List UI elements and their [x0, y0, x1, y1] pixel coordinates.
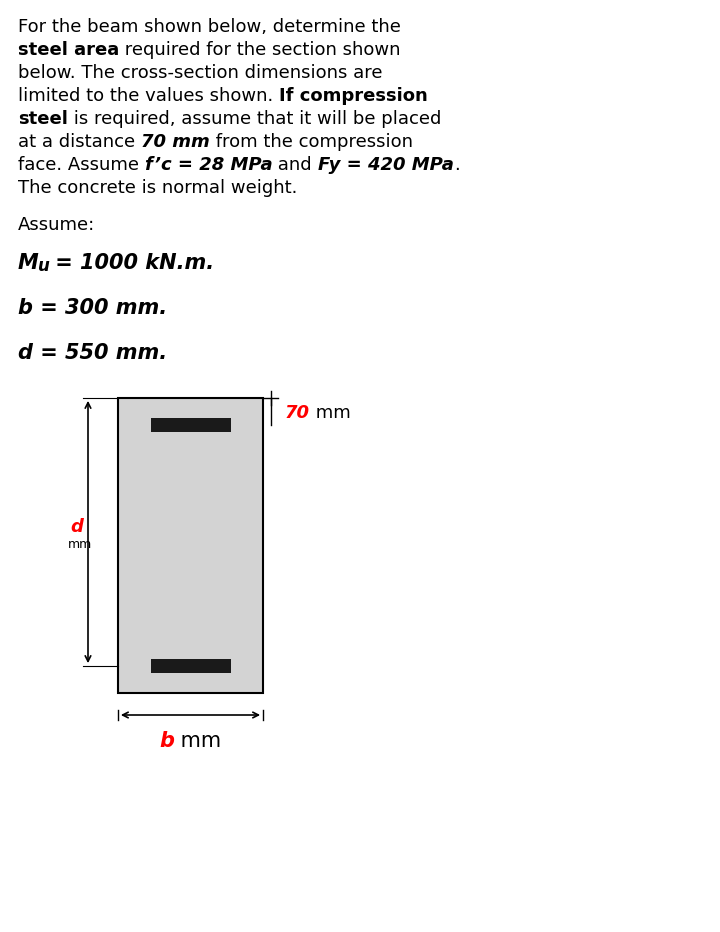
- Text: b = 300 mm.: b = 300 mm.: [18, 298, 167, 318]
- Text: Fy = 420 MPa: Fy = 420 MPa: [318, 156, 454, 174]
- Text: d = 550 mm.: d = 550 mm.: [18, 343, 167, 363]
- Text: f’c = 28 MPa: f’c = 28 MPa: [145, 156, 272, 174]
- Bar: [150, 659, 230, 673]
- Text: M: M: [18, 253, 39, 273]
- Text: 70: 70: [285, 404, 310, 422]
- Text: steel: steel: [18, 110, 68, 128]
- Text: from the compression: from the compression: [210, 133, 413, 151]
- Text: The concrete is normal weight.: The concrete is normal weight.: [18, 179, 297, 197]
- Bar: [118, 398, 263, 693]
- Text: mm: mm: [310, 404, 351, 422]
- Text: steel area: steel area: [18, 41, 120, 59]
- Text: at a distance: at a distance: [18, 133, 141, 151]
- Text: b: b: [159, 731, 174, 751]
- Text: .: .: [454, 156, 459, 174]
- Text: 70 mm: 70 mm: [141, 133, 210, 151]
- Text: Assume:: Assume:: [18, 216, 95, 234]
- Text: and: and: [272, 156, 318, 174]
- Text: For the beam shown below, determine the: For the beam shown below, determine the: [18, 18, 401, 36]
- Text: u: u: [37, 257, 50, 275]
- Text: face. Assume: face. Assume: [18, 156, 145, 174]
- Bar: [150, 418, 230, 432]
- Text: required for the section shown: required for the section shown: [120, 41, 401, 59]
- Text: mm: mm: [174, 731, 222, 751]
- Text: below. The cross-section dimensions are: below. The cross-section dimensions are: [18, 64, 382, 82]
- Text: d: d: [70, 518, 83, 536]
- Text: is required, assume that it will be placed: is required, assume that it will be plac…: [68, 110, 441, 128]
- Text: If compression: If compression: [279, 87, 428, 105]
- Text: limited to the values shown.: limited to the values shown.: [18, 87, 279, 105]
- Text: mm: mm: [68, 538, 92, 551]
- Text: = 1000 kN.m.: = 1000 kN.m.: [48, 253, 214, 273]
